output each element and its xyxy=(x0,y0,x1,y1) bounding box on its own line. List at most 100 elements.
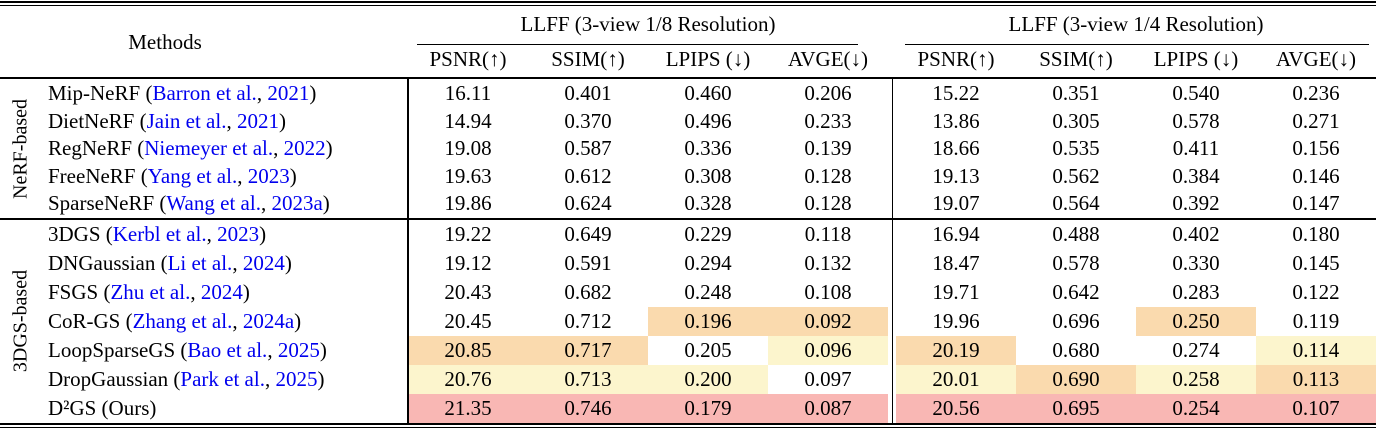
citation-year-link[interactable]: 2025 xyxy=(275,367,318,391)
metric-cell: 0.696 xyxy=(1052,309,1100,333)
metric-cell: 0.114 xyxy=(1256,336,1376,365)
citation-year-link[interactable]: 2022 xyxy=(283,136,326,161)
metric-cell: 19.07 xyxy=(932,191,980,216)
method-cell: LoopSparseGS (Bao et al., 2025) xyxy=(0,336,408,365)
metric-cell: 0.206 xyxy=(804,81,852,105)
metric-cell: 0.096 xyxy=(768,336,888,365)
method-cell: CoR-GS (Zhang et al., 2024a) xyxy=(0,307,408,336)
metric-cell: 0.680 xyxy=(1052,338,1100,362)
method-name: CoR-GS xyxy=(48,309,121,333)
method-name: Mip-NeRF xyxy=(48,81,141,105)
metric-cell: 21.35 xyxy=(408,394,528,423)
citation-year-link[interactable]: 2025 xyxy=(277,338,320,362)
cmidrule-group2 xyxy=(905,43,1369,45)
citation-year-link[interactable]: 2024 xyxy=(200,280,243,304)
bottom-rule-outer xyxy=(0,427,1376,429)
metric-cell: 0.250 xyxy=(1136,307,1256,336)
citation-year-link[interactable]: 2024 xyxy=(242,251,285,275)
vertical-rule-methods xyxy=(407,79,409,423)
method-cell: DietNeRF (Jain et al., 2021) xyxy=(0,108,408,136)
cite-comma: , xyxy=(264,367,276,391)
metric-cell: 0.488 xyxy=(1052,222,1100,246)
cite-open: ( xyxy=(132,136,145,161)
metric-cell: 0.271 xyxy=(1292,108,1340,133)
citation-year-link[interactable]: 2023 xyxy=(217,222,260,246)
citation-year-link[interactable]: 2024a xyxy=(242,309,295,333)
cite-open: ( xyxy=(140,81,153,105)
method-name: SparseNeRF xyxy=(48,191,155,216)
metric-cell: 0.564 xyxy=(1052,191,1100,216)
metric-cell: 0.233 xyxy=(804,108,852,133)
metric-cell: 0.351 xyxy=(1052,81,1100,105)
metric-cell: 0.097 xyxy=(804,367,852,391)
metric-cell: 0.328 xyxy=(684,191,732,216)
cite-comma: , xyxy=(226,108,237,133)
citation-authors-link[interactable]: Jain et al. xyxy=(146,108,227,133)
cite-close: ) xyxy=(319,338,327,362)
metric-cell: 0.108 xyxy=(804,280,852,304)
methods-column-header: Methods xyxy=(128,30,202,54)
method-name: LoopSparseGS xyxy=(48,338,176,362)
citation-authors-link[interactable]: Wang et al. xyxy=(166,191,261,216)
method-cell: 3DGS (Kerbl et al., 2023) xyxy=(0,220,408,249)
citation-year-link[interactable]: 2023a xyxy=(271,191,323,216)
citation-authors-link[interactable]: Kerbl et al. xyxy=(112,222,207,246)
column-header-avge: AVGE(↓) xyxy=(787,47,869,71)
mid-rule xyxy=(0,218,1376,220)
citation-year-link[interactable]: 2023 xyxy=(247,163,290,188)
metric-cell: 0.274 xyxy=(1172,338,1220,362)
metric-cell: 0.401 xyxy=(564,81,612,105)
metric-cell: 0.578 xyxy=(1052,251,1100,275)
method-name: DNGaussian xyxy=(48,251,156,275)
cite-close: ) xyxy=(325,136,333,161)
citation-authors-link[interactable]: Zhang et al. xyxy=(132,309,233,333)
citation-year-link[interactable]: 2021 xyxy=(267,81,310,105)
metric-cell: 0.128 xyxy=(804,191,852,216)
citation-authors-link[interactable]: Zhu et al. xyxy=(110,280,191,304)
metric-cell: 20.45 xyxy=(444,309,492,333)
metric-cell: 0.145 xyxy=(1292,251,1340,275)
method-cell: DropGaussian (Park et al., 2025) xyxy=(0,365,408,394)
cite-open: ( xyxy=(98,280,111,304)
metric-cell: 20.56 xyxy=(896,394,1016,423)
method-name: RegNeRF xyxy=(48,136,132,161)
citation-year-link[interactable]: 2021 xyxy=(236,108,279,133)
metric-cell: 0.612 xyxy=(564,163,612,188)
table-row: CoR-GS (Zhang et al., 2024a) 20.45 0.712… xyxy=(0,307,1376,336)
metric-cell: 18.66 xyxy=(932,136,980,161)
metric-cell: 0.642 xyxy=(1052,280,1100,304)
metric-cell: 0.132 xyxy=(804,251,852,275)
metric-cell: 19.08 xyxy=(444,136,492,161)
metric-cell: 0.092 xyxy=(768,307,888,336)
metric-cell: 0.200 xyxy=(648,365,768,394)
cite-open: ( xyxy=(135,163,148,188)
cite-comma: , xyxy=(232,309,243,333)
metric-cell: 0.695 xyxy=(1016,394,1136,423)
group-title-eighth-resolution: LLFF (3-view 1/8 Resolution) xyxy=(520,12,776,36)
metric-cell: 0.229 xyxy=(684,222,732,246)
metric-cell: 0.147 xyxy=(1292,191,1340,216)
metric-cell: 0.258 xyxy=(1136,365,1256,394)
table-row: FSGS (Zhu et al., 2024) 20.43 0.682 0.24… xyxy=(0,278,1376,307)
nerf-based-rows: Mip-NeRF (Barron et al., 2021) 16.11 0.4… xyxy=(0,80,1376,218)
method-name: DietNeRF xyxy=(48,108,135,133)
citation-authors-link[interactable]: Barron et al. xyxy=(152,81,257,105)
method-cell: SparseNeRF (Wang et al., 2023a) xyxy=(0,190,408,218)
citation-authors-link[interactable]: Li et al. xyxy=(167,251,233,275)
cite-close: ) xyxy=(289,163,297,188)
metric-cell: 0.180 xyxy=(1292,222,1340,246)
citation-authors-link[interactable]: Park et al. xyxy=(180,367,265,391)
metric-cell: 0.591 xyxy=(564,251,612,275)
metric-cell: 0.156 xyxy=(1292,136,1340,161)
citation-authors-link[interactable]: Bao et al. xyxy=(187,338,268,362)
metric-cell: 20.76 xyxy=(408,365,528,394)
metric-cell: 0.717 xyxy=(528,336,648,365)
column-header-avge: AVGE(↓) xyxy=(1275,47,1357,71)
metric-cell: 0.535 xyxy=(1052,136,1100,161)
column-header-psnr: PSNR(↑) xyxy=(429,47,507,71)
citation-authors-link[interactable]: Yang et al. xyxy=(147,163,238,188)
citation-authors-link[interactable]: Niemeyer et al. xyxy=(144,136,274,161)
table-row: SparseNeRF (Wang et al., 2023a) 19.86 0.… xyxy=(0,190,1376,218)
method-cell: FreeNeRF (Yang et al., 2023) xyxy=(0,163,408,191)
